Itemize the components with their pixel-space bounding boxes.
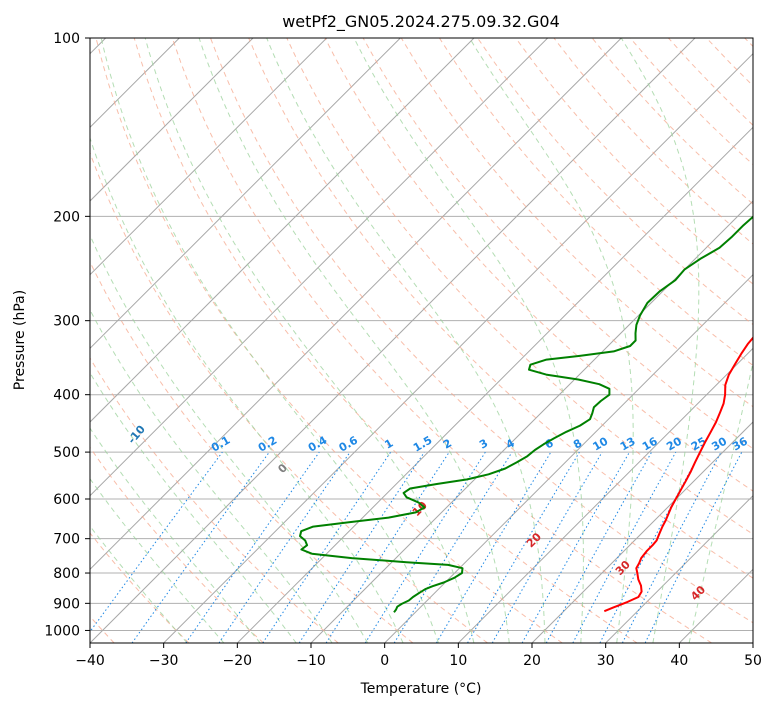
x-tick-label: −40 xyxy=(75,653,105,669)
moist-adiabat-line xyxy=(353,38,584,643)
dry-adiabat-line xyxy=(210,38,753,624)
dry-adiabat-line xyxy=(515,38,753,285)
isotherm-line xyxy=(384,273,753,643)
moist-adiabat-line xyxy=(144,38,475,643)
isotherm-line xyxy=(531,421,753,643)
dry-adiabat-line xyxy=(95,38,563,643)
dry-adiabat-line xyxy=(90,151,488,643)
isotherm-line xyxy=(90,38,696,643)
dry-adiabat-line xyxy=(171,38,712,643)
x-tick-label: 40 xyxy=(670,653,688,669)
dry-adiabat-line xyxy=(438,38,753,367)
moist-adiabat-line xyxy=(688,359,753,643)
dewpoint-profile-line xyxy=(299,215,753,613)
isotherm-line xyxy=(90,38,549,497)
mixing-ratio-line xyxy=(545,451,653,643)
dry-adiabat-line xyxy=(286,38,753,535)
isotherm-line xyxy=(90,38,401,350)
mixing-ratio-line xyxy=(325,451,450,643)
x-tick-label: −30 xyxy=(149,653,179,669)
isotherm-line xyxy=(90,38,254,202)
mixing-ratio-line xyxy=(393,451,513,643)
isotherm-line xyxy=(605,494,753,643)
isotherm-lines xyxy=(90,38,753,643)
mixing-ratio-line xyxy=(185,451,320,643)
x-tick-label: 20 xyxy=(523,653,541,669)
dry-adiabat-line xyxy=(400,38,753,408)
moist-adiabat-line xyxy=(90,233,369,643)
plot-frame xyxy=(89,37,754,644)
mixing-ratio-line xyxy=(218,451,351,643)
dry-adiabat-line xyxy=(90,446,264,643)
moist-adiabat-line xyxy=(90,525,188,643)
moist-adiabat-line xyxy=(90,427,261,643)
chart-title: wetPf2_GN05.2024.275.09.32.G04 xyxy=(282,12,560,32)
mixing-ratio-line xyxy=(298,451,425,643)
dry-adiabat-line xyxy=(248,38,753,579)
isotherm-line xyxy=(236,126,753,643)
x-tick-label: 30 xyxy=(597,653,615,669)
x-tick-label: 50 xyxy=(744,653,762,669)
x-axis-ticks: −40 −30 −20 −10 0 10 20 30 40 50 xyxy=(75,643,762,669)
y-tick-label: 900 xyxy=(53,596,80,612)
moist-adiabat-line xyxy=(100,38,439,643)
x-tick-label: 10 xyxy=(449,653,467,669)
y-axis-label: Pressure (hPa) xyxy=(12,290,28,390)
y-tick-label: 600 xyxy=(53,492,80,508)
y-tick-label: 1000 xyxy=(44,623,80,639)
y-tick-label: 200 xyxy=(53,209,80,225)
mixing-ratio-line xyxy=(521,451,630,643)
mixing-ratio-line xyxy=(262,451,392,643)
isotherm-line xyxy=(90,38,475,423)
sounding-profiles xyxy=(299,215,753,613)
dry-adiabat-lines xyxy=(90,38,753,643)
dry-adiabat-line xyxy=(133,38,638,643)
x-tick-label: −20 xyxy=(223,653,253,669)
isotherm-line xyxy=(163,52,753,643)
moist-adiabat-line xyxy=(198,38,510,643)
y-tick-label: 400 xyxy=(53,388,80,404)
plot-area xyxy=(90,38,753,643)
isotherm-line xyxy=(90,38,622,571)
isotherm-line xyxy=(457,347,753,643)
y-tick-label: 300 xyxy=(53,314,80,330)
moist-adiabat-line xyxy=(620,38,700,643)
mixing-ratio-lines xyxy=(90,451,743,643)
x-tick-label: 0 xyxy=(380,653,389,669)
moist-adiabat-line xyxy=(90,477,225,643)
y-tick-label: 100 xyxy=(53,31,80,47)
mixing-ratio-line xyxy=(644,451,743,643)
x-tick-label: −10 xyxy=(296,653,326,669)
y-tick-label: 800 xyxy=(53,566,80,582)
mixing-ratio-line xyxy=(131,451,270,643)
x-axis-label: Temperature (°C) xyxy=(360,681,482,697)
y-tick-label: 700 xyxy=(53,532,80,548)
isotherm-line xyxy=(90,38,328,276)
dry-adiabat-line xyxy=(90,260,414,643)
moist-adiabat-line xyxy=(90,309,333,643)
moist-adiabat-line xyxy=(90,371,297,643)
mixing-ratio-line xyxy=(572,451,677,643)
mixing-ratio-line xyxy=(90,451,223,633)
moist-adiabat-lines xyxy=(90,38,753,643)
dry-adiabat-line xyxy=(90,532,190,643)
temperature-profile-line xyxy=(603,336,753,613)
pressure-grid xyxy=(90,38,753,631)
dry-adiabat-line xyxy=(90,357,339,643)
y-axis-ticks: 1000 900 800 700 600 500 400 300 200 100 xyxy=(44,31,90,639)
moist-adiabat-line xyxy=(469,38,634,643)
y-tick-label: 500 xyxy=(53,445,80,461)
